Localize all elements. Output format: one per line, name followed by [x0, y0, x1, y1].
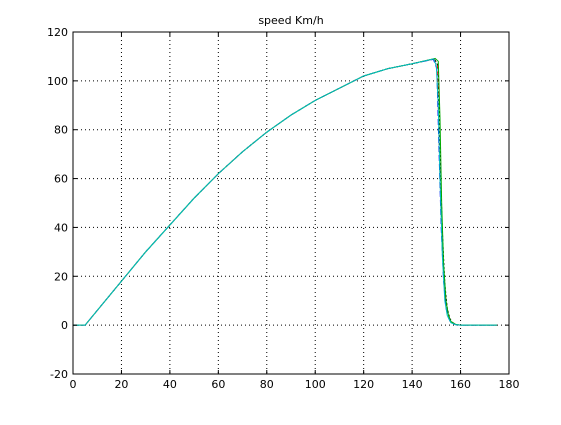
series-line-5 — [73, 58, 497, 326]
plot-frame — [72, 31, 510, 375]
y-tick-label: 80 — [54, 124, 68, 137]
y-tick-label: 100 — [47, 75, 68, 88]
x-tick-label: 60 — [211, 378, 225, 391]
series-line-2 — [73, 58, 497, 326]
x-tick-label: 100 — [305, 378, 326, 391]
x-tick-label: 0 — [70, 378, 77, 391]
x-tick-label: 20 — [114, 378, 128, 391]
tick-layer: 0 20 40 60 80 100 120 140 160 180-200204060801001… — [47, 26, 520, 391]
x-tick-label: 40 — [163, 378, 177, 391]
x-tick-label: 160 — [450, 378, 471, 391]
y-tick-label: -20 — [50, 368, 68, 381]
series-line-1 — [73, 58, 497, 326]
y-tick-label: 0 — [61, 319, 68, 332]
y-tick-label: 120 — [47, 26, 68, 39]
series-layer — [73, 57, 497, 326]
y-tick-label: 40 — [54, 221, 68, 234]
series-line-4 — [73, 57, 497, 326]
x-tick-label: 120 — [353, 378, 374, 391]
grid-layer — [73, 32, 509, 374]
series-line-3 — [73, 58, 497, 326]
y-tick-label: 60 — [54, 173, 68, 186]
x-tick-label: 180 — [499, 378, 520, 391]
x-tick-label: 80 — [260, 378, 274, 391]
y-tick-label: 20 — [54, 270, 68, 283]
chart-title: speed Km/h — [258, 14, 323, 27]
x-tick-label: 140 — [402, 378, 423, 391]
